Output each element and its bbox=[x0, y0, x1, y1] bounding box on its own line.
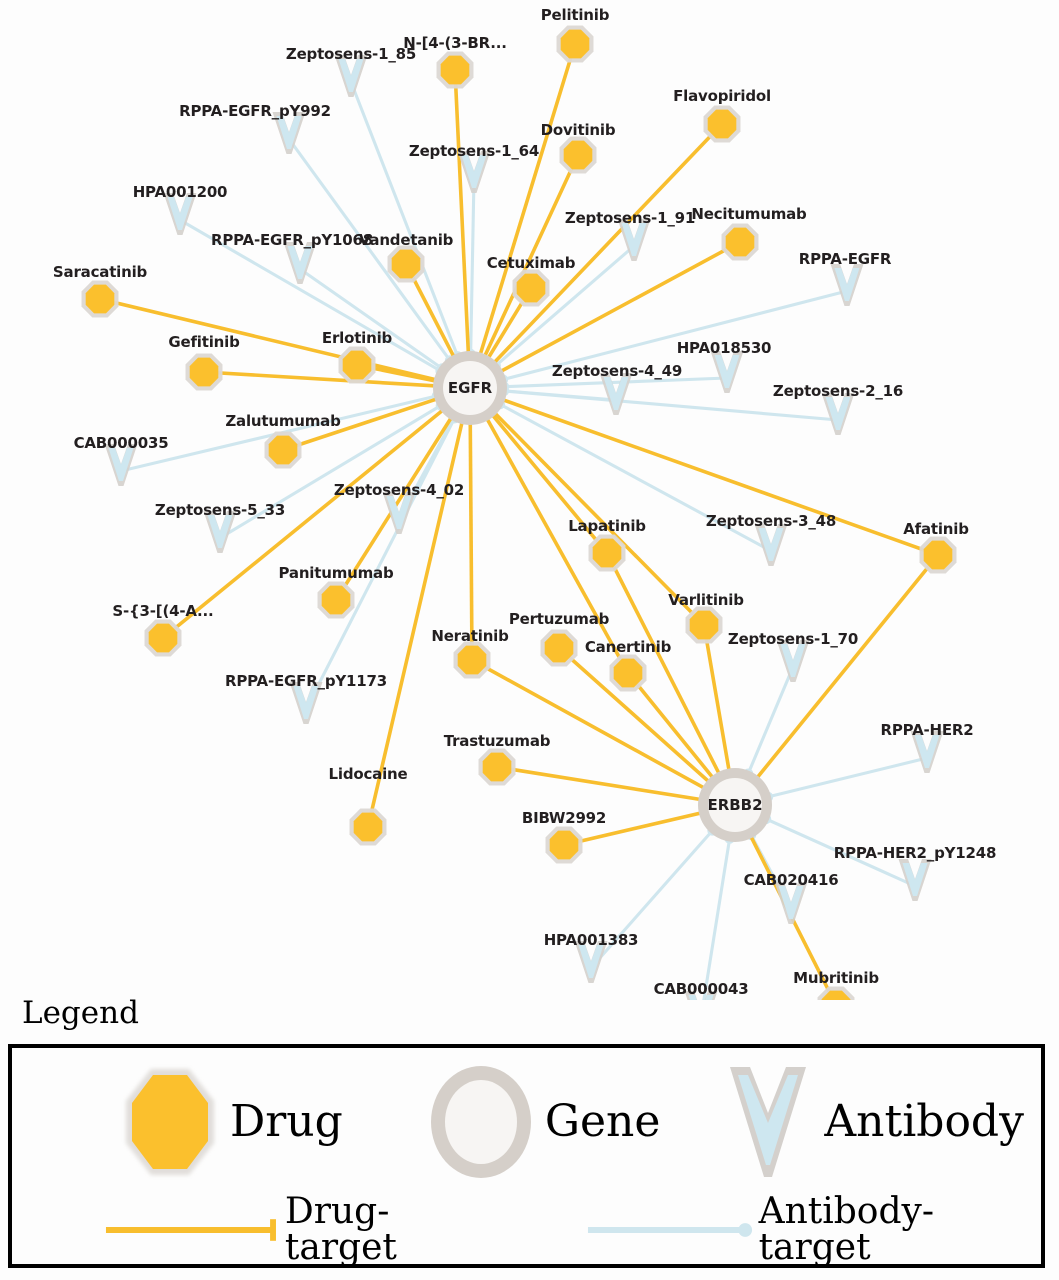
chevron-icon bbox=[730, 1067, 807, 1177]
drug-node bbox=[545, 826, 583, 864]
antibody-node bbox=[574, 941, 608, 983]
legend-edge-row: Drug-target Antibody-target bbox=[12, 1194, 1041, 1266]
drug-node bbox=[387, 245, 425, 283]
drug-node bbox=[144, 619, 182, 657]
antibody-node bbox=[283, 242, 317, 284]
legend-label-antibody-target: Antibody-target bbox=[758, 1191, 935, 1268]
antibody-node bbox=[821, 393, 855, 435]
network-canvas bbox=[81, 25, 957, 1000]
antibody-node bbox=[910, 731, 944, 773]
antibody-node bbox=[830, 264, 864, 306]
antibody-node bbox=[754, 524, 788, 566]
antibody-node bbox=[203, 511, 237, 553]
antibody-edges bbox=[120, 81, 928, 1000]
drug-target-edge-icon bbox=[105, 1219, 276, 1241]
antibody-node bbox=[710, 351, 744, 393]
drug-node bbox=[559, 136, 597, 174]
legend-label-drug-target: Drug-target bbox=[284, 1191, 397, 1268]
drug-node bbox=[81, 280, 119, 318]
antibody-node bbox=[104, 444, 138, 486]
drug-node bbox=[453, 641, 491, 679]
antibody-node bbox=[457, 151, 491, 193]
drug-node bbox=[540, 629, 578, 667]
drug-node bbox=[609, 654, 647, 692]
drug-node bbox=[556, 25, 594, 63]
antibody-node bbox=[774, 882, 808, 924]
antibody-node bbox=[289, 682, 323, 724]
octagon-icon bbox=[126, 1069, 214, 1175]
drug-node bbox=[338, 346, 376, 384]
legend-label-drug: Drug bbox=[230, 1096, 343, 1147]
legend-item-gene: Gene bbox=[427, 1063, 661, 1181]
drug-node bbox=[264, 431, 302, 469]
antibody-node bbox=[334, 55, 368, 97]
drug-node bbox=[317, 581, 355, 619]
antibody-node bbox=[898, 859, 932, 901]
antibody-node bbox=[599, 373, 633, 415]
legend-label-antibody: Antibody bbox=[824, 1096, 1024, 1147]
legend-title: Legend bbox=[22, 995, 139, 1031]
antibody-nodes bbox=[104, 55, 944, 1000]
legend-shape-row: Drug Gene Antibody bbox=[12, 1062, 1041, 1182]
gene-node bbox=[433, 351, 507, 425]
antibody-node bbox=[272, 112, 306, 154]
antibody-node bbox=[776, 640, 810, 682]
drug-node bbox=[721, 223, 759, 261]
legend-item-antibody: Antibody bbox=[722, 1061, 1024, 1183]
legend-item-drug: Drug bbox=[120, 1063, 343, 1181]
drug-node bbox=[478, 748, 516, 786]
antibody-target-edge-icon bbox=[587, 1223, 752, 1237]
legend-item-antibody-target: Antibody-target bbox=[586, 1194, 1041, 1266]
drug-node bbox=[588, 534, 626, 572]
antibody-node bbox=[382, 492, 416, 534]
drug-node bbox=[685, 606, 723, 644]
drug-nodes bbox=[81, 25, 957, 1000]
drug-node bbox=[436, 51, 474, 89]
legend-box: Drug Gene Antibody bbox=[8, 1044, 1045, 1268]
gene-label-erbb2: ERBB2 bbox=[707, 796, 763, 814]
antibody-node bbox=[163, 193, 197, 235]
drug-node bbox=[817, 986, 855, 1000]
gene-label-egfr: EGFR bbox=[447, 379, 493, 397]
drug-node bbox=[512, 269, 550, 307]
legend-item-drug-target: Drug-target bbox=[104, 1194, 498, 1266]
drug-node bbox=[919, 536, 957, 574]
antibody-node bbox=[684, 991, 718, 1000]
antibody-node bbox=[617, 219, 651, 261]
drug-node bbox=[185, 353, 223, 391]
gene-nodes bbox=[433, 351, 772, 842]
drug-node bbox=[349, 808, 387, 846]
drug-node bbox=[703, 105, 741, 143]
donut-icon bbox=[430, 1066, 531, 1178]
gene-node bbox=[698, 768, 772, 842]
legend-label-gene: Gene bbox=[544, 1096, 661, 1147]
